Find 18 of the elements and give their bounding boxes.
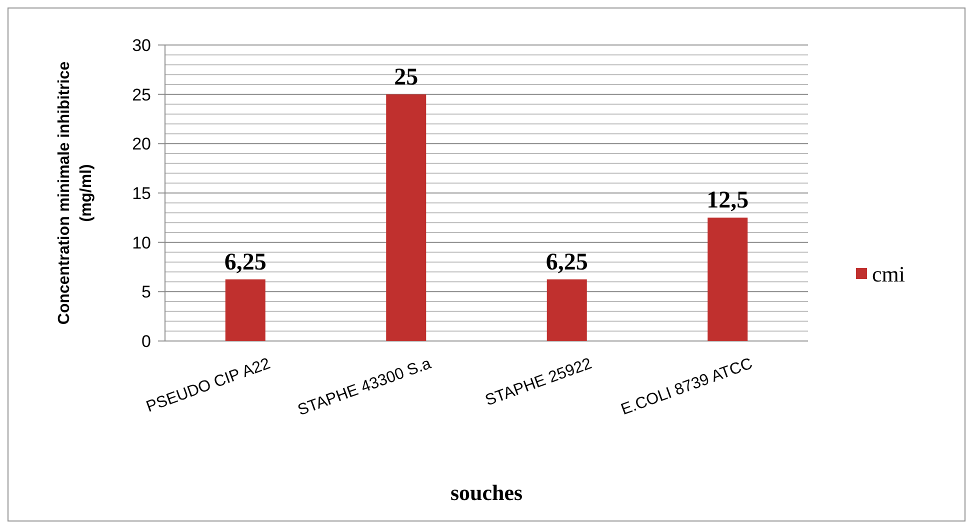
bar (225, 279, 266, 341)
y-tick-label: 30 (132, 36, 151, 55)
y-tick-label: 25 (132, 85, 151, 104)
y-tick-label: 5 (142, 282, 151, 302)
x-axis-title: souches (450, 480, 523, 505)
data-label: 25 (394, 64, 418, 90)
y-tick-label: 0 (142, 332, 151, 351)
y-tick-label: 20 (132, 134, 151, 154)
y-tick-label: 10 (132, 233, 151, 252)
data-label: 6,25 (546, 249, 588, 276)
y-axis-title: Concentration minimale inhibitrice (mg/ml) (56, 61, 96, 325)
data-label: 12,5 (706, 188, 749, 214)
bar (386, 94, 426, 341)
bar (708, 218, 748, 341)
y-tick-label: 15 (132, 184, 151, 203)
legend-label: cmi (872, 262, 905, 287)
bar (546, 279, 587, 341)
data-label: 6,25 (224, 249, 266, 276)
